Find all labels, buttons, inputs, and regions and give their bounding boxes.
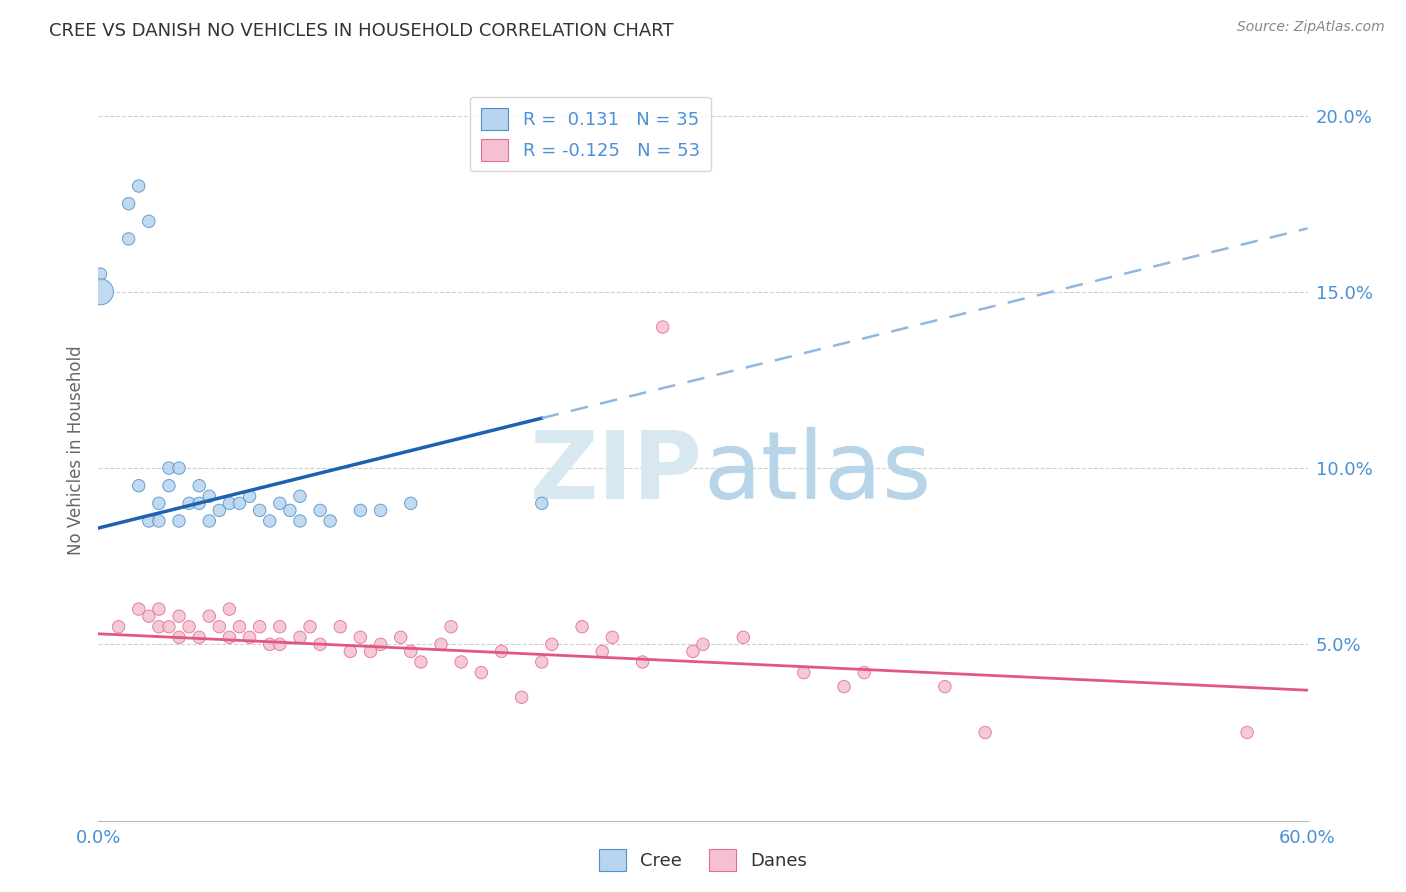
Text: CREE VS DANISH NO VEHICLES IN HOUSEHOLD CORRELATION CHART: CREE VS DANISH NO VEHICLES IN HOUSEHOLD … [49, 22, 673, 40]
Point [934, 680, 956, 694]
Point [188, 479, 211, 493]
Point [148, 514, 170, 528]
Point [793, 665, 815, 680]
Point [278, 503, 301, 517]
Point [148, 620, 170, 634]
Point [853, 665, 876, 680]
Point [288, 630, 311, 644]
Point [259, 637, 281, 651]
Point [540, 637, 562, 651]
Point [631, 655, 654, 669]
Point [167, 514, 190, 528]
Point [239, 630, 262, 644]
Point [138, 214, 160, 228]
Point [491, 644, 513, 658]
Point [370, 503, 392, 517]
Point [157, 479, 180, 493]
Text: atlas: atlas [703, 426, 931, 518]
Point [249, 620, 271, 634]
Point [157, 620, 180, 634]
Point [430, 637, 453, 651]
Point [89, 285, 111, 299]
Point [218, 602, 240, 616]
Point [288, 514, 311, 528]
Point [470, 665, 492, 680]
Point [370, 637, 392, 651]
Point [128, 479, 150, 493]
Point [188, 630, 211, 644]
Text: Source: ZipAtlas.com: Source: ZipAtlas.com [1237, 20, 1385, 34]
Point [198, 514, 221, 528]
Point [591, 644, 613, 658]
Point [259, 514, 281, 528]
Point [309, 637, 332, 651]
Point [179, 496, 201, 510]
Point [107, 620, 129, 634]
Point [167, 609, 190, 624]
Point [409, 655, 432, 669]
Point [339, 644, 361, 658]
Point [89, 267, 111, 281]
Point [167, 461, 190, 475]
Point [288, 489, 311, 503]
Point [399, 644, 422, 658]
Point [179, 620, 201, 634]
Point [692, 637, 714, 651]
Point [138, 514, 160, 528]
Legend: Cree, Danes: Cree, Danes [592, 842, 814, 879]
Point [299, 620, 322, 634]
Point [208, 620, 231, 634]
Point [128, 602, 150, 616]
Point [530, 496, 553, 510]
Point [148, 496, 170, 510]
Point [148, 602, 170, 616]
Point [329, 620, 352, 634]
Point [188, 496, 211, 510]
Point [269, 620, 291, 634]
Point [249, 503, 271, 517]
Point [349, 630, 371, 644]
Point [269, 496, 291, 510]
Point [118, 232, 141, 246]
Point [733, 630, 755, 644]
Point [389, 630, 412, 644]
Point [167, 630, 190, 644]
Point [309, 503, 332, 517]
Point [510, 690, 533, 705]
Text: ZIP: ZIP [530, 426, 703, 518]
Point [157, 461, 180, 475]
Point [269, 637, 291, 651]
Point [571, 620, 593, 634]
Point [228, 620, 250, 634]
Point [128, 179, 150, 194]
Point [349, 503, 371, 517]
Point [319, 514, 342, 528]
Point [974, 725, 997, 739]
Point [228, 496, 250, 510]
Point [602, 630, 624, 644]
Point [832, 680, 855, 694]
Point [1236, 725, 1258, 739]
Point [530, 655, 553, 669]
Y-axis label: No Vehicles in Household: No Vehicles in Household [66, 345, 84, 556]
Point [239, 489, 262, 503]
Point [682, 644, 704, 658]
Point [440, 620, 463, 634]
Point [118, 196, 141, 211]
Point [218, 630, 240, 644]
Point [399, 496, 422, 510]
Point [651, 320, 673, 334]
Point [198, 609, 221, 624]
Point [218, 496, 240, 510]
Point [198, 489, 221, 503]
Point [360, 644, 382, 658]
Point [450, 655, 472, 669]
Point [208, 503, 231, 517]
Point [138, 609, 160, 624]
